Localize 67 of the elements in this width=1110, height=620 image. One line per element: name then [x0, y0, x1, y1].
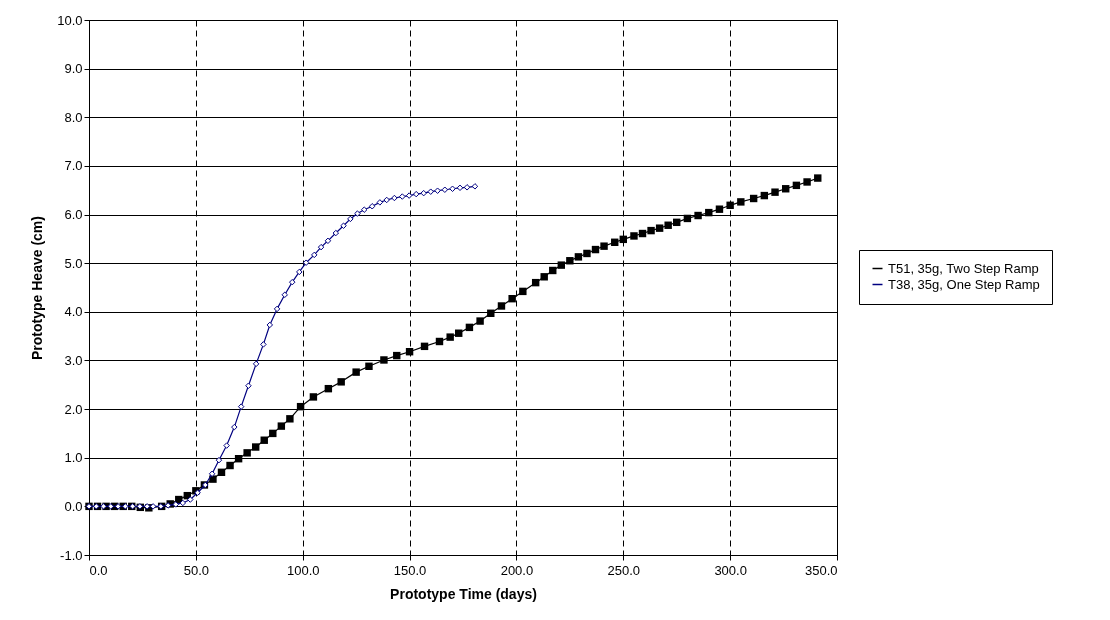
- x-tick-label: 0.0: [89, 562, 108, 578]
- point: [302, 259, 310, 266]
- x-tick-label: 100.0: [286, 562, 320, 578]
- point: [376, 199, 384, 206]
- x-tick-label: 350.0: [804, 562, 838, 578]
- point: [289, 278, 296, 286]
- point: [237, 403, 245, 410]
- point: [332, 229, 340, 237]
- y-tick-label: 0.0: [64, 498, 83, 514]
- point: [223, 442, 230, 449]
- y-tick-label: 8.0: [64, 109, 83, 125]
- point: [412, 190, 420, 198]
- y-axis-title: Prototype Heave (cm): [29, 216, 46, 360]
- point: [149, 503, 157, 510]
- y-tick-label: 2.0: [64, 401, 83, 417]
- point: [179, 499, 187, 507]
- point: [324, 237, 332, 245]
- point: [368, 203, 376, 210]
- y-tick-label: -1.0: [60, 547, 83, 563]
- legend-label: T51, 35g, Two Step Ramp: [888, 260, 1039, 276]
- point: [383, 196, 390, 204]
- point: [208, 470, 216, 478]
- point: [281, 291, 288, 299]
- point: [172, 501, 180, 508]
- point: [245, 382, 252, 389]
- point: [354, 210, 361, 217]
- point: [317, 243, 325, 251]
- point: [441, 186, 449, 193]
- point: [114, 503, 122, 510]
- point: [347, 215, 354, 223]
- point: [420, 189, 427, 197]
- point: [215, 456, 223, 464]
- y-tick-label: 5.0: [64, 255, 83, 271]
- point: [449, 185, 456, 193]
- y-tick-label: 7.0: [64, 158, 83, 174]
- point: [405, 192, 413, 199]
- y-tick-label: 9.0: [64, 61, 83, 77]
- point: [361, 206, 368, 213]
- y-tick-label: 10.0: [57, 12, 83, 28]
- point: [260, 341, 267, 348]
- point: [187, 496, 194, 503]
- point: [311, 251, 318, 259]
- point: [273, 305, 281, 313]
- x-tick-label: 250.0: [607, 562, 641, 578]
- x-axis-title: Prototype Time (days): [390, 585, 537, 602]
- point: [471, 183, 479, 190]
- y-tick-label: 3.0: [64, 352, 83, 368]
- legend-label: T38, 35g, One Step Ramp: [888, 276, 1040, 292]
- point: [107, 503, 115, 510]
- x-tick-label: 200.0: [500, 562, 534, 578]
- point: [399, 193, 406, 200]
- point: [434, 187, 441, 194]
- point: [340, 222, 347, 229]
- x-tick-label: 150.0: [393, 562, 427, 578]
- y-tick-label: 6.0: [64, 207, 83, 223]
- point: [463, 184, 471, 191]
- point: [456, 184, 464, 192]
- point: [391, 194, 398, 202]
- x-tick-label: 300.0: [714, 562, 747, 578]
- point: [427, 188, 434, 195]
- y-tick-label: 1.0: [64, 450, 83, 466]
- y-tick-label: 4.0: [64, 304, 83, 320]
- point: [266, 321, 274, 329]
- point: [231, 423, 238, 431]
- x-tick-label: 50.0: [183, 562, 210, 578]
- point: [296, 268, 303, 276]
- point: [252, 360, 260, 368]
